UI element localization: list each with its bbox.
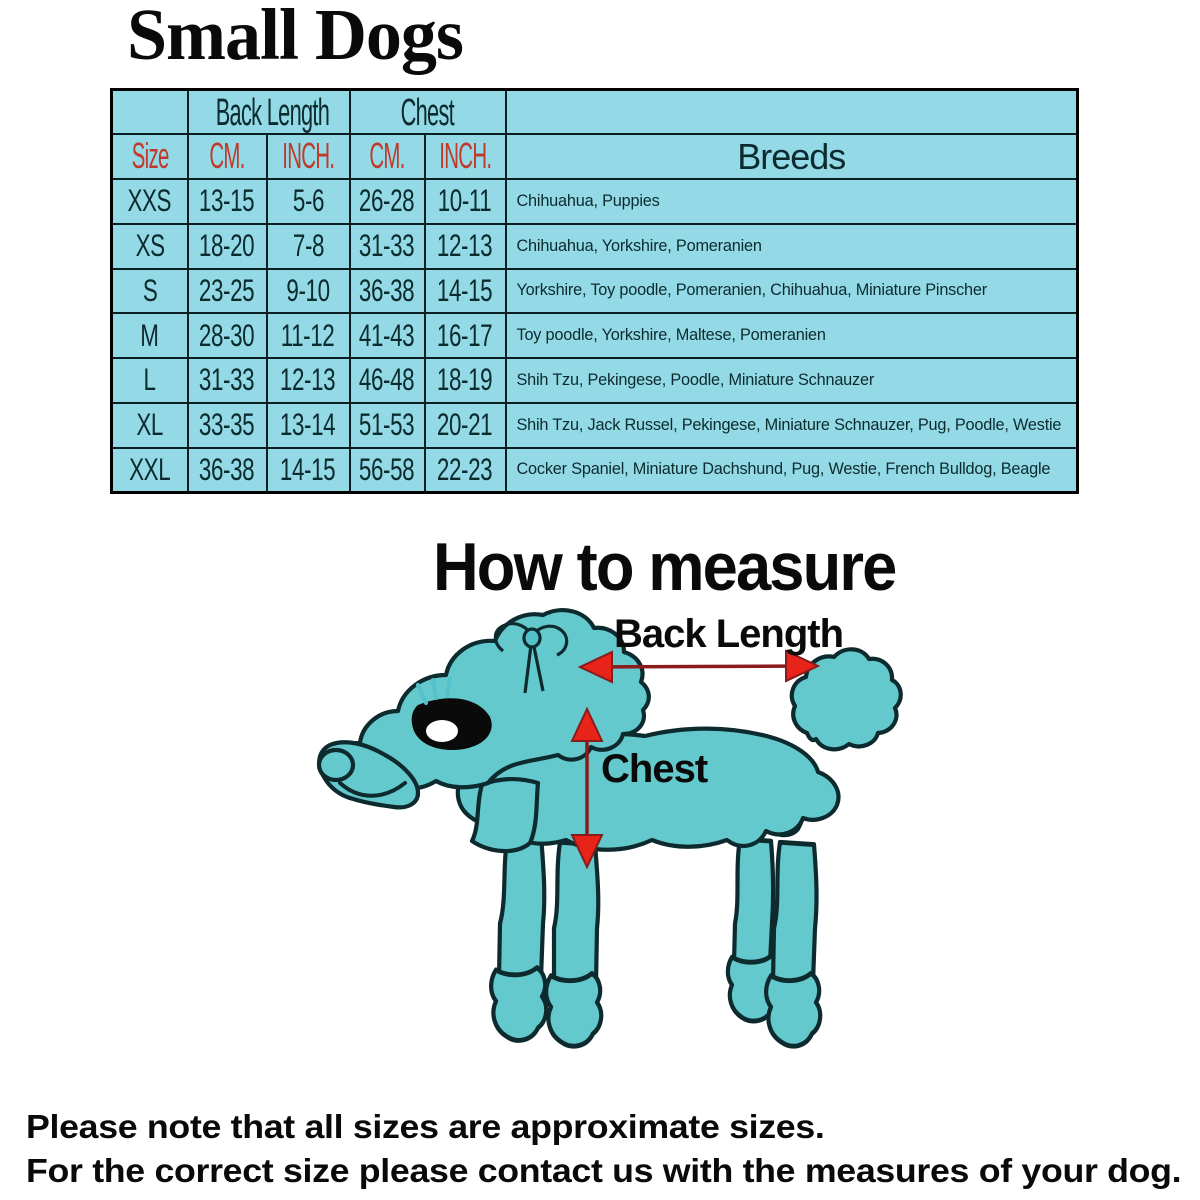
svg-text:Back Length: Back Length (614, 612, 843, 656)
svg-text:Chest: Chest (601, 747, 708, 791)
